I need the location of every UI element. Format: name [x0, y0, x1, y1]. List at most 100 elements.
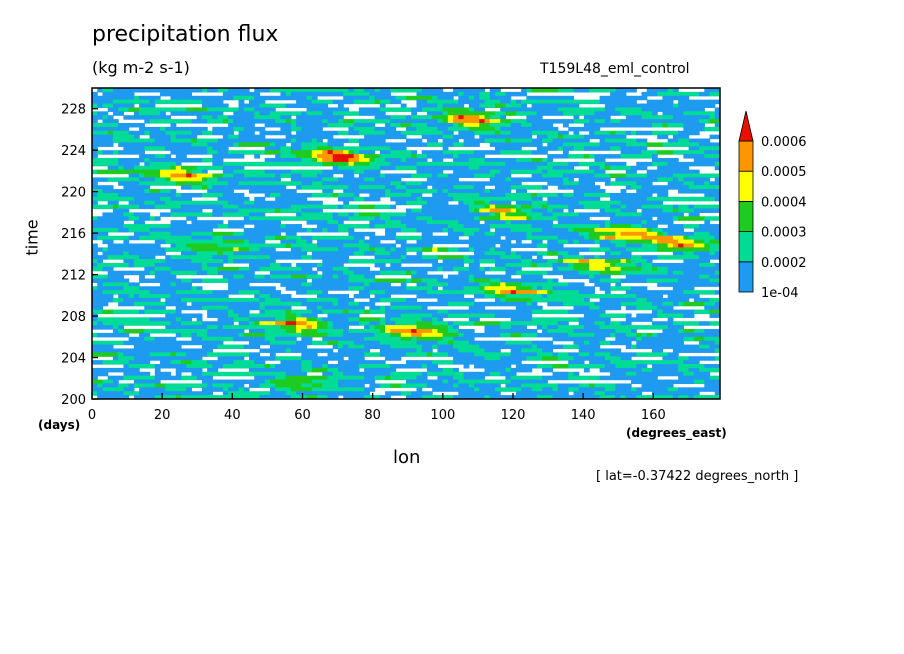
field-cell: [327, 189, 334, 194]
field-cell: [573, 99, 580, 105]
field-cell: [432, 111, 438, 116]
field-cell: [437, 274, 444, 280]
field-cell: [228, 270, 234, 276]
field-cell: [589, 130, 595, 136]
field-cell: [641, 161, 648, 167]
field-cell: [374, 173, 381, 179]
field-cell: [337, 169, 344, 175]
field-cell: [337, 227, 344, 233]
field-cell: [139, 99, 145, 105]
field-cell: [102, 278, 109, 283]
field-cell: [364, 270, 370, 276]
field-cell: [421, 130, 428, 136]
field-cell: [123, 130, 130, 136]
field-cell: [369, 130, 376, 136]
field-cell: [468, 157, 475, 163]
field-cell: [426, 130, 433, 136]
field-cell: [170, 255, 177, 260]
field-cell: [280, 126, 287, 132]
field-cell: [510, 161, 517, 167]
field-cell: [186, 227, 193, 233]
field-cell: [280, 161, 287, 167]
field-cell: [589, 88, 595, 93]
field-cell: [353, 177, 360, 182]
field-cell: [432, 278, 438, 283]
field-cell: [322, 216, 329, 221]
field-cell: [479, 239, 486, 245]
field-cell: [301, 192, 308, 198]
field-cell: [583, 134, 590, 140]
field-cell: [364, 161, 370, 167]
field-cell: [390, 255, 397, 260]
field-cell: [406, 220, 412, 225]
field-cell: [578, 200, 585, 206]
field-cell: [662, 142, 669, 147]
field-cell: [662, 177, 669, 182]
field-cell: [207, 111, 213, 116]
field-cell: [406, 278, 412, 283]
field-cell: [505, 107, 512, 112]
field-cell: [144, 231, 151, 237]
field-cell: [390, 227, 397, 233]
field-cell: [385, 150, 391, 155]
field-cell: [374, 216, 381, 221]
field-cell: [102, 142, 109, 147]
field-cell: [102, 235, 109, 241]
field-cell: [667, 119, 674, 124]
field-cell: [500, 251, 507, 256]
field-cell: [426, 208, 433, 213]
field-cell: [254, 227, 261, 233]
field-cell: [374, 243, 381, 248]
field-cell: [651, 208, 658, 213]
field-cell: [285, 126, 292, 132]
field-cell: [573, 212, 580, 217]
field-cell: [139, 115, 145, 120]
field-cell: [563, 224, 569, 229]
field-cell: [631, 115, 637, 120]
field-cell: [683, 274, 690, 280]
field-cell: [563, 196, 569, 202]
field-cell: [317, 130, 323, 136]
field-cell: [228, 130, 234, 136]
field-cell: [421, 255, 428, 260]
field-cell: [154, 274, 161, 280]
field-cell: [568, 216, 575, 221]
field-cell: [657, 177, 664, 182]
field-cell: [589, 220, 595, 225]
field-cell: [510, 255, 517, 260]
field-cell: [442, 227, 449, 233]
field-cell: [118, 91, 124, 97]
field-cell: [322, 157, 329, 163]
field-cell: [123, 247, 130, 252]
field-cell: [358, 177, 365, 182]
field-cell: [547, 278, 554, 283]
field-cell: [510, 99, 517, 105]
field-cell: [667, 177, 674, 182]
field-cell: [280, 181, 287, 186]
field-cell: [442, 262, 449, 268]
field-cell: [144, 146, 151, 151]
field-cell: [620, 208, 627, 213]
field-cell: [154, 196, 161, 202]
field-cell: [641, 212, 648, 217]
field-cell: [437, 192, 444, 198]
field-cell: [474, 107, 480, 112]
field-cell: [599, 200, 606, 206]
field-cell: [107, 150, 114, 155]
field-cell: [379, 204, 386, 210]
field-cell: [505, 278, 512, 283]
field-cell: [395, 189, 402, 194]
field-cell: [709, 88, 716, 93]
field-cell: [327, 138, 334, 144]
field-cell: [165, 255, 172, 260]
field-cell: [322, 251, 329, 256]
field-cell: [207, 231, 213, 237]
field-cell: [92, 177, 98, 182]
field-cell: [510, 157, 517, 163]
field-cell: [133, 204, 140, 210]
field-cell: [615, 192, 622, 198]
field-cell: [547, 204, 554, 210]
field-cell: [390, 189, 397, 194]
field-cell: [254, 239, 261, 245]
field-cell: [557, 231, 564, 237]
